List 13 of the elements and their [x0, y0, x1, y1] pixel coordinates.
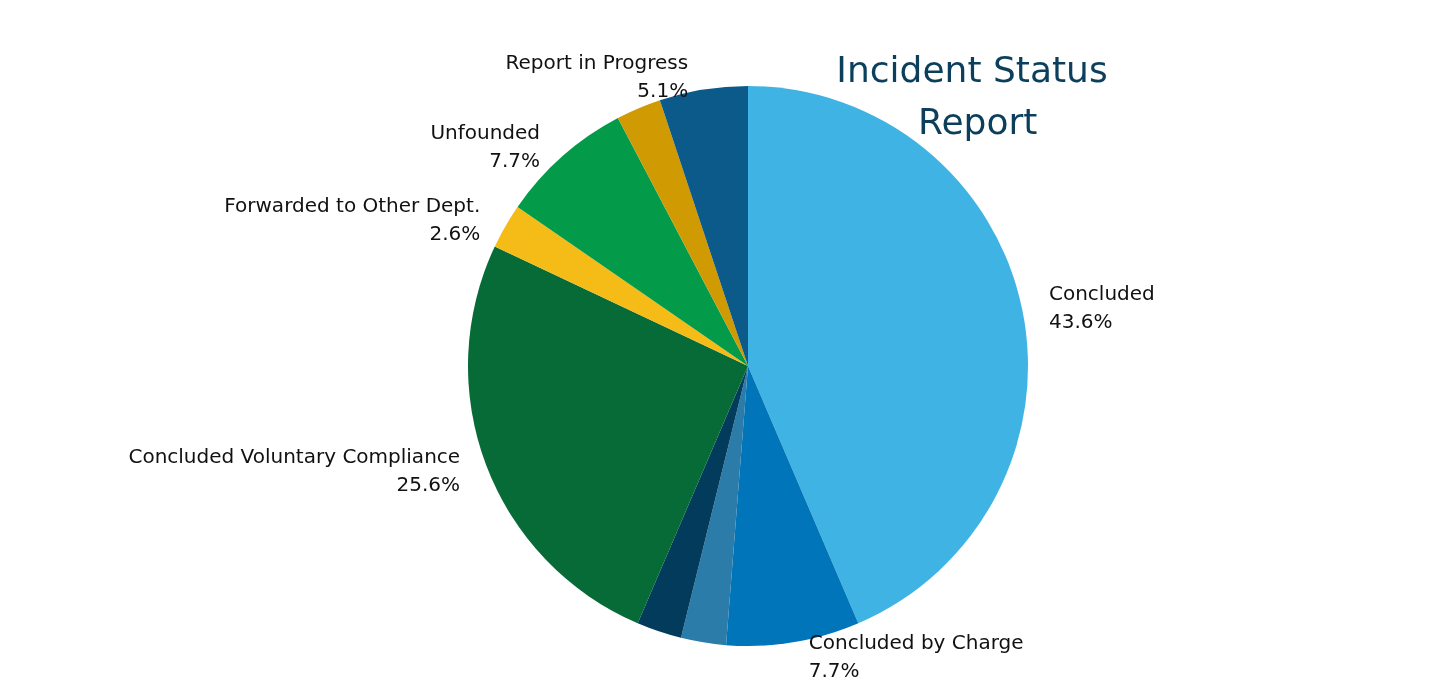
slice-label: Concluded Voluntary Compliance — [128, 444, 461, 469]
data-label: 7.7% — [808, 658, 860, 683]
slice-label: Report in Progress — [505, 49, 689, 74]
slice-label: Unfounded — [430, 119, 541, 144]
slice-label: Concluded — [1049, 280, 1155, 305]
data-label: 2.6% — [429, 221, 481, 246]
slice-label: Concluded by Charge — [808, 630, 1024, 655]
data-label: 5.1% — [637, 77, 689, 102]
data-label: 25.6% — [396, 472, 461, 497]
slice-label: Forwarded to Other Dept. — [224, 193, 481, 218]
data-label: 43.6% — [1049, 308, 1113, 333]
text: Incident Status Report — [836, 48, 1108, 142]
data-label: 7.7% — [489, 147, 541, 172]
